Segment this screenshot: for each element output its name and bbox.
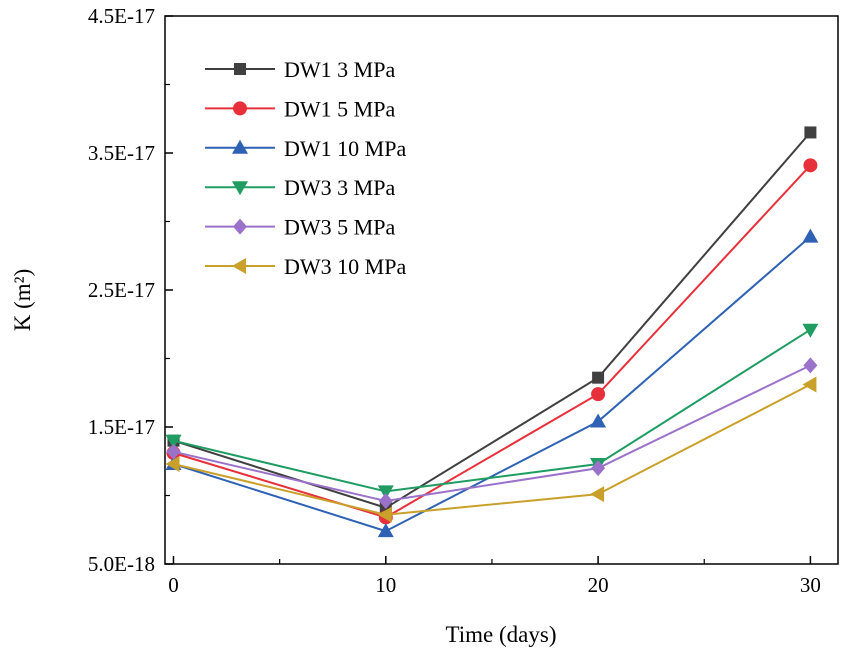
data-point bbox=[802, 323, 819, 338]
data-point bbox=[377, 506, 392, 523]
series-5 bbox=[165, 376, 817, 523]
data-point bbox=[165, 434, 182, 449]
legend-item: DW1 5 MPa bbox=[205, 96, 395, 121]
legend-label: DW3 5 MPa bbox=[284, 215, 395, 240]
data-point bbox=[165, 455, 180, 472]
legend-marker bbox=[232, 258, 246, 274]
data-point bbox=[166, 443, 181, 460]
data-point bbox=[590, 486, 605, 503]
y-tick-label: 4.5E-17 bbox=[88, 4, 155, 28]
y-tick-label: 5.0E-18 bbox=[88, 552, 155, 576]
y-tick-label: 3.5E-17 bbox=[88, 141, 155, 165]
series-line bbox=[173, 235, 812, 533]
legend-item: DW3 3 MPa bbox=[205, 175, 395, 200]
y-axis-title: K (m²) bbox=[10, 269, 35, 331]
data-point bbox=[377, 523, 394, 538]
data-point bbox=[590, 413, 607, 428]
y-tick-label: 1.5E-17 bbox=[88, 415, 155, 439]
series-line bbox=[173, 328, 811, 493]
data-point bbox=[803, 158, 818, 173]
data-point bbox=[802, 228, 819, 243]
legend-label: DW1 5 MPa bbox=[284, 96, 395, 121]
data-point bbox=[591, 460, 606, 477]
data-point bbox=[377, 485, 394, 500]
legend-label: DW3 3 MPa bbox=[284, 175, 395, 200]
legend-item: DW3 5 MPa bbox=[205, 215, 395, 240]
data-point bbox=[592, 371, 605, 384]
legend: DW1 3 MPa DW1 5 MPa DW1 10 MPa DW3 3 MPa DW3… bbox=[205, 57, 406, 279]
series-line bbox=[173, 131, 812, 509]
legend-label: DW1 3 MPa bbox=[284, 57, 395, 82]
legend-marker bbox=[233, 101, 247, 116]
legend-item: DW1 3 MPa bbox=[205, 57, 395, 82]
data-point bbox=[802, 376, 817, 393]
data-point bbox=[804, 126, 817, 139]
data-point bbox=[591, 387, 606, 402]
y-axis-ticks: 5.0E-18 1.5E-17 2.5E-17 3.5E-17 4.5E-17 bbox=[88, 4, 173, 576]
x-tick-label: 20 bbox=[588, 573, 609, 597]
x-tick-label: 10 bbox=[375, 573, 396, 597]
legend-label: DW1 10 MPa bbox=[284, 136, 406, 161]
series-line bbox=[173, 364, 811, 503]
legend-marker bbox=[233, 218, 247, 235]
x-axis-title: Time (days) bbox=[446, 622, 557, 647]
series-line bbox=[173, 383, 811, 516]
x-tick-label: 0 bbox=[168, 573, 179, 597]
x-tick-label: 30 bbox=[800, 573, 821, 597]
series-line bbox=[173, 164, 812, 519]
legend-item: DW1 10 MPa bbox=[205, 136, 406, 161]
series-layer bbox=[165, 126, 819, 538]
legend-item: DW3 10 MPa bbox=[205, 254, 406, 279]
series-4 bbox=[166, 357, 818, 509]
data-point bbox=[378, 492, 393, 509]
x-axis-ticks: 0 10 20 30 bbox=[168, 556, 821, 597]
data-point bbox=[803, 357, 818, 374]
series-2 bbox=[165, 228, 819, 538]
y-tick-label: 2.5E-17 bbox=[88, 278, 155, 302]
legend-marker bbox=[234, 63, 246, 75]
legend-marker bbox=[232, 181, 248, 196]
legend-label: DW3 10 MPa bbox=[284, 254, 406, 279]
legend-marker bbox=[232, 139, 248, 154]
